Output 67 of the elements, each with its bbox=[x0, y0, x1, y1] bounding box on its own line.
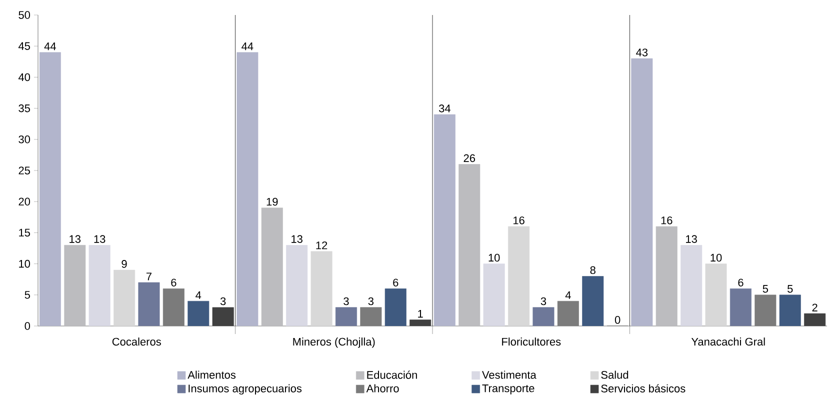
data-label: 43 bbox=[636, 48, 648, 56]
legend-label: Insumos agropecuarios bbox=[188, 384, 302, 395]
y-tick-label: 0 bbox=[24, 322, 30, 330]
data-label: 13 bbox=[94, 235, 106, 243]
data-label: 44 bbox=[242, 42, 254, 50]
y-tick-label: 35 bbox=[18, 104, 30, 112]
bar bbox=[138, 282, 160, 326]
bar bbox=[730, 288, 752, 326]
y-tick-label: 10 bbox=[19, 260, 30, 268]
x-tick-label: Yanacachi Gral bbox=[691, 338, 765, 346]
data-label: 19 bbox=[266, 198, 278, 206]
data-label: 6 bbox=[393, 278, 398, 286]
data-label: 0 bbox=[614, 316, 620, 324]
data-label: 16 bbox=[513, 216, 524, 224]
data-label: 12 bbox=[316, 241, 328, 250]
data-label: 1 bbox=[418, 310, 423, 318]
data-label: 16 bbox=[661, 216, 672, 224]
bar bbox=[754, 294, 776, 326]
bar bbox=[335, 307, 357, 326]
x-tick-label: Cocaleros bbox=[112, 338, 161, 346]
bar bbox=[162, 288, 184, 326]
bar bbox=[557, 300, 579, 326]
data-label: 9 bbox=[122, 260, 127, 268]
data-label: 10 bbox=[710, 254, 722, 262]
data-label: 2 bbox=[812, 304, 818, 312]
y-tick-label: 50 bbox=[18, 11, 30, 19]
legend-label: Ahorro bbox=[366, 384, 399, 392]
x-tick-label: Floricultores bbox=[502, 338, 561, 346]
bar bbox=[680, 244, 702, 326]
legend-label: Educación bbox=[367, 370, 417, 379]
data-label: 4 bbox=[196, 291, 202, 299]
data-label: 3 bbox=[368, 297, 374, 306]
data-label: 13 bbox=[686, 235, 697, 243]
legend-label: Vestimenta bbox=[482, 370, 536, 379]
data-label: 34 bbox=[438, 104, 450, 112]
bar bbox=[532, 307, 554, 326]
data-label: 4 bbox=[565, 291, 571, 299]
data-label: 13 bbox=[292, 235, 302, 243]
y-tick-label: 5 bbox=[24, 291, 30, 299]
data-label: 5 bbox=[788, 285, 793, 293]
x-tick-label: Mineros (Chojlla) bbox=[293, 338, 375, 348]
data-label: 7 bbox=[146, 272, 152, 280]
data-label: 26 bbox=[464, 154, 476, 162]
y-tick-label: 15 bbox=[19, 228, 30, 237]
y-tick-label: 20 bbox=[18, 198, 30, 206]
data-label: 10 bbox=[488, 254, 500, 262]
data-label: 8 bbox=[590, 266, 596, 274]
data-label: 6 bbox=[171, 278, 176, 286]
data-label: 6 bbox=[738, 278, 744, 286]
data-label: 44 bbox=[44, 42, 56, 50]
legend-label: Salud bbox=[601, 370, 628, 379]
legend-label: Servicios básicos bbox=[601, 384, 686, 392]
bar bbox=[483, 264, 505, 326]
bar bbox=[286, 244, 308, 326]
data-label: 13 bbox=[70, 235, 81, 243]
y-tick-label: 45 bbox=[18, 42, 30, 50]
bar bbox=[88, 244, 110, 326]
bar bbox=[360, 307, 382, 326]
legend-label: Alimentos bbox=[188, 370, 236, 379]
y-tick-label: 40 bbox=[18, 73, 30, 82]
legend-label: Transporte bbox=[482, 384, 534, 394]
y-tick-label: 30 bbox=[18, 136, 30, 144]
data-label: 5 bbox=[762, 285, 768, 293]
data-label: 3 bbox=[220, 297, 226, 306]
y-tick-label: 25 bbox=[18, 166, 30, 174]
data-label: 3 bbox=[540, 297, 546, 306]
data-label: 3 bbox=[344, 297, 349, 306]
